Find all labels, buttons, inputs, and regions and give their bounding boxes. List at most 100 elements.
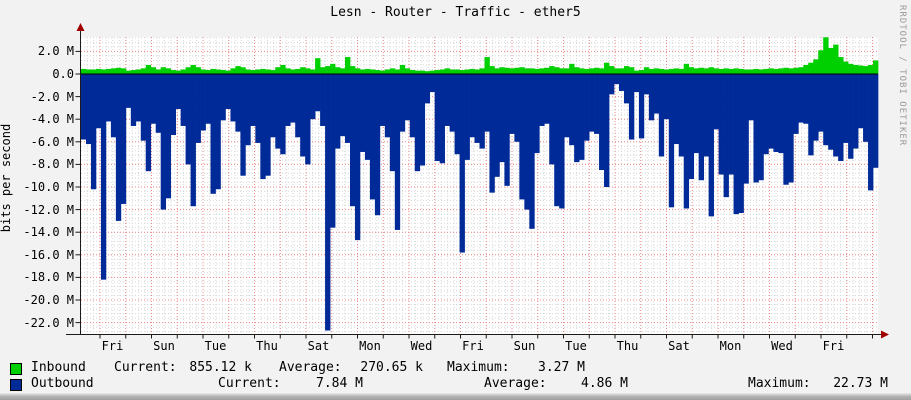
- outbound-area-bar: [285, 74, 291, 126]
- inbound-area-bar: [693, 68, 700, 74]
- x-tick-label: Mon: [359, 339, 381, 353]
- outbound-swatch: [10, 379, 22, 391]
- inbound-area-bar: [743, 69, 749, 74]
- inbound-area-bar: [110, 68, 117, 74]
- outbound-area-bar: [325, 74, 331, 331]
- outbound-area-bar: [255, 74, 261, 143]
- outbound-area-bar: [195, 74, 201, 143]
- inbound-area-bar: [494, 68, 500, 74]
- outbound-area-bar: [310, 74, 316, 120]
- outbound-area-bar: [474, 74, 480, 143]
- inbound-area-bar: [300, 67, 306, 74]
- inbound-area-bar: [529, 68, 535, 74]
- outbound-area-bar: [320, 74, 326, 126]
- outbound-area-bar: [479, 74, 485, 149]
- inbound-area-bar: [394, 69, 401, 74]
- outbound-area-bar: [504, 74, 510, 186]
- inbound-area-bar: [559, 68, 565, 74]
- x-tick-label: Tue: [204, 339, 227, 353]
- inbound-area-bar: [763, 68, 769, 74]
- inbound-area-bar: [783, 67, 789, 74]
- outbound-area-bar: [81, 74, 87, 140]
- outbound-area-bar: [359, 74, 366, 152]
- outbound-area-bar: [459, 74, 465, 253]
- inbound-area-bar: [549, 66, 555, 74]
- inbound-area-bar: [519, 67, 525, 74]
- inbound-area-bar: [90, 69, 97, 74]
- inbound-area-bar: [838, 57, 844, 74]
- inbound-area-bar: [539, 68, 545, 74]
- x-tick-label: Sat: [307, 339, 330, 353]
- inbound-area-bar: [873, 60, 879, 74]
- inbound-area-bar: [384, 69, 391, 74]
- outbound-area-bar: [668, 74, 675, 208]
- outbound-area-bar: [609, 74, 615, 95]
- inbound-area-bar: [429, 70, 436, 74]
- inbound-area-bar: [833, 44, 839, 74]
- inbound-area-bar: [85, 69, 92, 74]
- outbound-area-bar: [220, 74, 226, 121]
- inbound-area-bar: [225, 70, 231, 74]
- outbound-area-bar: [160, 74, 167, 210]
- outbound-area-bar: [135, 74, 142, 122]
- inbound-area-bar: [753, 68, 759, 74]
- x-tick-label: Fri: [101, 339, 124, 353]
- inbound-area-bar: [265, 69, 271, 74]
- x-tick-label: Wed: [410, 339, 433, 353]
- inbound-area-bar: [823, 37, 829, 74]
- y-tick-label: -12.0 M: [23, 202, 74, 217]
- outbound-area-bar: [733, 74, 739, 215]
- outbound-area-bar: [300, 74, 306, 157]
- y-axis-title: bits per second: [0, 123, 13, 233]
- inbound-area-bar: [509, 68, 515, 74]
- inbound-area-bar: [868, 64, 874, 74]
- inbound-area-bar: [808, 62, 814, 74]
- outbound-area-bar: [858, 74, 864, 129]
- inbound-area-bar: [165, 68, 172, 74]
- inbound-area-bar: [280, 64, 286, 74]
- inbound-area-bar: [738, 68, 744, 74]
- inbound-area-bar: [564, 68, 570, 74]
- inbound-area-bar: [275, 67, 281, 74]
- inbound-area-bar: [768, 68, 774, 74]
- inbound-area-bar: [120, 68, 127, 74]
- outbound-area-bar: [823, 74, 829, 146]
- outbound-area-bar: [738, 74, 744, 213]
- outbound-area-bar: [379, 74, 386, 126]
- outbound-area-bar: [663, 74, 670, 120]
- outbound-area-bar: [384, 74, 391, 138]
- outbound-area-bar: [763, 74, 769, 155]
- outbound-area-bar: [873, 74, 879, 168]
- inbound-area-bar: [484, 57, 490, 74]
- inbound-area-bar: [609, 66, 615, 74]
- inbound-current-label: Current:: [114, 360, 177, 375]
- traffic-area-chart: [66, 23, 889, 339]
- outbound-area-bar: [564, 74, 570, 138]
- outbound-area-bar: [628, 74, 635, 140]
- outbound-area-bar: [798, 74, 804, 123]
- inbound-area-bar: [389, 68, 396, 74]
- outbound-area-bar: [434, 74, 440, 162]
- outbound-area-bar: [708, 74, 714, 217]
- inbound-area-bar: [150, 67, 157, 74]
- outbound-area-bar: [449, 74, 455, 132]
- inbound-area-bar: [788, 68, 794, 74]
- inbound-area-bar: [295, 68, 301, 74]
- inbound-area-bar: [813, 59, 819, 74]
- outbound-area-bar: [290, 74, 296, 123]
- inbound-area-bar: [594, 67, 600, 74]
- inbound-area-bar: [364, 68, 371, 74]
- outbound-area-bar: [404, 74, 411, 121]
- inbound-area-bar: [419, 70, 426, 74]
- inbound-area-bar: [604, 62, 610, 74]
- inbound-area-bar: [499, 67, 505, 74]
- inbound-area-bar: [688, 67, 695, 74]
- x-tick-label: Sat: [668, 339, 690, 353]
- outbound-area-bar: [444, 74, 450, 126]
- inbound-area-bar: [449, 69, 455, 74]
- outbound-area-bar: [594, 74, 600, 134]
- inbound-area-bar: [489, 66, 495, 74]
- outbound-area-bar: [534, 74, 540, 154]
- outbound-area-bar: [723, 74, 729, 198]
- outbound-area-bar: [140, 74, 147, 141]
